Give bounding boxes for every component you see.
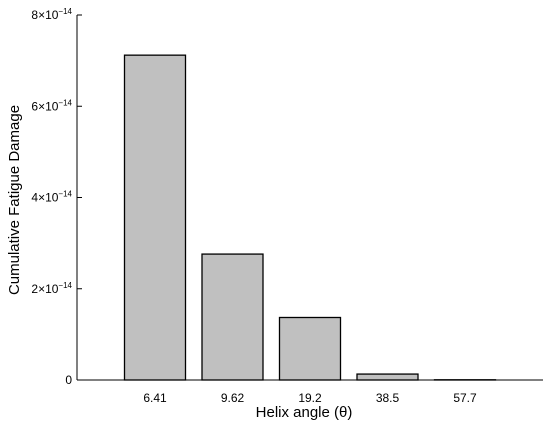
bars-group: [123, 54, 497, 381]
x-tick-label: 19.2: [298, 391, 322, 405]
x-ticks-group: 6.41 9.62 19.2 38.5 57.7: [143, 391, 477, 405]
bar-6.41: [123, 54, 187, 381]
y-ticks-group: 0 2×10−14 4×10−14 6×10−14 8×10−14: [31, 7, 82, 387]
y-axis-label: Cumulative Fatigue Damage: [6, 105, 23, 295]
y-tick-label: 6×10−14: [31, 98, 72, 113]
y-tick-label: 4×10−14: [31, 190, 72, 205]
bar-9.62: [201, 253, 264, 381]
y-tick-label: 8×10−14: [31, 7, 72, 22]
x-axis-label: Helix angle (θ): [256, 404, 353, 421]
x-tick-label: 6.41: [143, 391, 167, 405]
bar-38.5: [356, 373, 419, 381]
x-tick-label: 9.62: [221, 391, 245, 405]
x-tick-label: 38.5: [376, 391, 400, 405]
y-tick-label: 2×10−14: [31, 281, 72, 296]
y-tick-label: 0: [65, 373, 72, 387]
bar-19.2: [278, 316, 342, 381]
x-tick-label: 57.7: [453, 391, 477, 405]
